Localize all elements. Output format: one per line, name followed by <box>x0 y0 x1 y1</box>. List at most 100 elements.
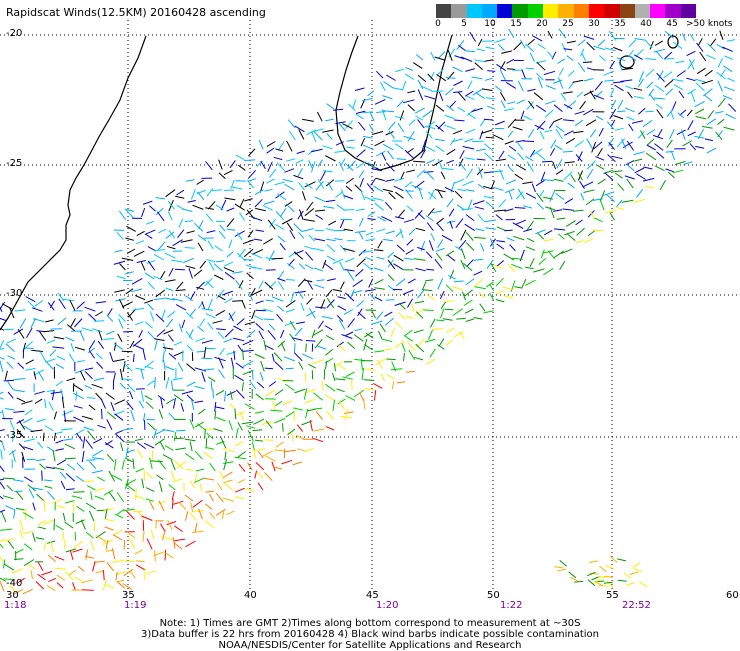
wind-barb <box>385 179 394 181</box>
wind-barb <box>226 511 234 515</box>
wind-barb <box>209 262 214 271</box>
legend-swatch <box>635 4 650 18</box>
wind-barb <box>165 550 166 561</box>
wind-barb <box>281 343 285 352</box>
wind-barb <box>194 270 202 277</box>
wind-barb <box>381 373 385 381</box>
wind-barb <box>10 420 14 430</box>
wind-barb <box>149 501 154 510</box>
wind-barb <box>348 318 355 327</box>
wind-barb <box>599 128 603 136</box>
wind-barb <box>208 377 215 382</box>
wind-barb <box>470 32 476 41</box>
wind-barb <box>195 368 206 371</box>
wind-barb <box>82 328 93 331</box>
wind-barb <box>361 138 365 146</box>
wind-barb <box>518 143 523 150</box>
wind-barb <box>3 529 13 530</box>
wind-barb <box>532 184 535 192</box>
wind-barb <box>117 509 124 514</box>
wind-barb <box>252 249 263 254</box>
wind-barb <box>57 460 66 465</box>
wind-barb <box>74 319 82 328</box>
wind-barb <box>403 100 415 103</box>
wind-barb <box>225 298 233 303</box>
wind-barb <box>468 114 476 119</box>
wind-barb <box>174 539 185 541</box>
wind-barb <box>492 187 503 190</box>
wind-barb <box>112 560 124 562</box>
wind-barb <box>89 511 94 521</box>
wind-barb <box>157 212 164 221</box>
wind-barb <box>202 309 213 311</box>
wind-barb <box>727 78 734 81</box>
wind-barb <box>148 282 155 289</box>
wind-barb <box>305 265 313 269</box>
wind-barb <box>194 401 203 402</box>
wind-barb <box>674 85 683 90</box>
wind-barb <box>581 193 584 201</box>
wind-barb <box>454 120 464 121</box>
wind-barb <box>647 139 654 145</box>
wind-barb <box>333 290 342 292</box>
wind-barb <box>299 264 305 270</box>
wind-barb <box>7 362 13 369</box>
lat-label: -25 <box>6 158 22 169</box>
wind-barb <box>287 263 294 269</box>
wind-barb <box>162 310 165 320</box>
wind-barb <box>73 492 84 493</box>
wind-barb <box>44 480 52 481</box>
wind-barb <box>418 89 423 100</box>
wind-barb <box>121 443 124 451</box>
wind-barb <box>417 247 425 250</box>
wind-barb <box>202 369 214 370</box>
wind-barb <box>143 201 152 204</box>
wind-barb <box>80 331 85 341</box>
wind-barb <box>583 109 593 115</box>
wind-barb <box>150 312 153 322</box>
wind-barb <box>526 68 534 69</box>
wind-barb <box>340 262 344 271</box>
wind-barb <box>436 125 444 132</box>
wind-barb <box>405 182 412 188</box>
wind-barb <box>484 119 493 120</box>
wind-barb <box>584 239 593 243</box>
wind-barb <box>449 209 454 217</box>
wind-barb <box>256 310 266 311</box>
wind-barb <box>383 82 393 89</box>
wind-barb <box>323 171 332 172</box>
wind-barb <box>31 350 43 351</box>
wind-barb <box>278 236 285 242</box>
wind-barb <box>318 321 323 329</box>
wind-barb <box>475 63 483 70</box>
wind-barb <box>31 570 33 579</box>
wind-barb <box>303 229 314 232</box>
wind-barb <box>287 223 292 231</box>
wind-barb <box>267 179 275 183</box>
wind-barb <box>466 129 476 133</box>
wind-barb <box>718 98 725 107</box>
wind-barb <box>24 477 32 482</box>
wind-barb <box>57 583 63 589</box>
wind-barb <box>289 131 295 140</box>
wind-barb <box>375 141 385 146</box>
wind-barb <box>540 131 544 139</box>
wind-barb <box>554 179 564 181</box>
wind-barb <box>295 291 306 293</box>
wind-barb <box>666 89 673 96</box>
wind-barb <box>359 218 363 226</box>
wind-barb <box>544 240 553 241</box>
wind-barb <box>325 119 333 121</box>
wind-barb <box>454 81 463 86</box>
wind-barb <box>521 111 524 119</box>
wind-barb <box>55 568 66 569</box>
wind-barb <box>447 149 456 154</box>
wind-barb <box>705 95 713 101</box>
wind-barb <box>404 258 413 259</box>
wind-barb <box>480 304 485 311</box>
wind-barb <box>171 471 175 481</box>
wind-barb <box>85 368 93 370</box>
wind-barb <box>250 382 256 389</box>
wind-barb <box>550 148 554 156</box>
